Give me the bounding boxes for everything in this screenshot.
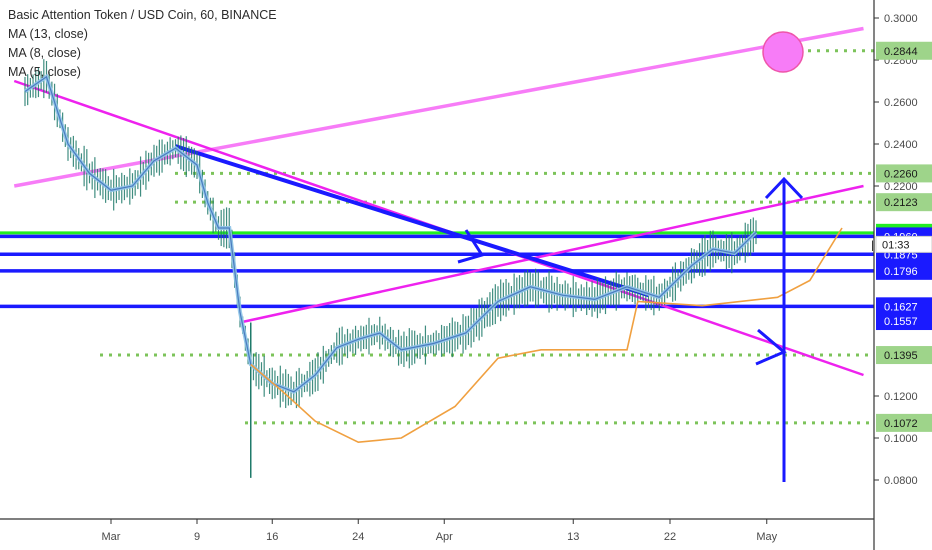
price-tag xyxy=(876,346,932,365)
price-tag xyxy=(876,164,932,183)
y-tick-label: 0.0800 xyxy=(884,475,918,487)
price-tag xyxy=(876,312,932,331)
price-line xyxy=(24,75,757,393)
price-tag-label: 0.1627 xyxy=(884,301,918,313)
legend-title: Basic Attention Token / USD Coin, 60, BI… xyxy=(8,8,277,22)
x-tick-label: 16 xyxy=(266,531,278,543)
x-tick-label: 22 xyxy=(664,531,676,543)
arrow-down-right-icon xyxy=(755,328,787,366)
x-tick-label: Mar xyxy=(102,531,121,543)
arrow-right-icon xyxy=(457,229,485,264)
x-tick-label: 24 xyxy=(352,531,364,543)
plot-area xyxy=(0,26,874,482)
price-tag-label: 0.2260 xyxy=(884,168,918,180)
price-tag-label: 0.1072 xyxy=(884,418,918,430)
y-tick-label: 0.2200 xyxy=(884,181,918,193)
arrow-up-icon xyxy=(764,176,804,200)
y-tick-label: 0.1000 xyxy=(884,433,918,445)
price-tag-label: 0.1395 xyxy=(884,350,918,362)
price-tag xyxy=(876,193,932,212)
target-circle xyxy=(762,31,804,73)
price-tag xyxy=(876,297,932,316)
x-tick-label: 13 xyxy=(567,531,579,543)
countdown-tag xyxy=(875,235,932,253)
y-tick-label: 0.3000 xyxy=(884,13,918,25)
legend-ma13: MA (13, close) xyxy=(8,27,88,41)
price-tag-label: 0.1557 xyxy=(884,316,918,328)
orange-ma-line xyxy=(250,227,843,444)
y-tick-label: 0.1200 xyxy=(884,391,918,403)
price-tag-label: 0.1796 xyxy=(884,266,918,278)
legend: Basic Attention Token / USD Coin, 60, BI… xyxy=(8,6,277,82)
price-tag-label: 0.2844 xyxy=(884,46,918,58)
x-tick-label: May xyxy=(756,531,777,543)
price-tag xyxy=(876,413,932,432)
countdown-label: 01:33 xyxy=(882,239,910,251)
price-tag-label: 0.2123 xyxy=(884,197,918,209)
x-tick-label: 9 xyxy=(194,531,200,543)
trendline xyxy=(174,144,650,298)
price-tag xyxy=(876,41,932,60)
y-tick-label: 0.2400 xyxy=(884,139,918,151)
price-tag xyxy=(876,261,932,280)
trendline xyxy=(239,184,864,324)
y-tick-label: 0.2600 xyxy=(884,97,918,109)
legend-ma5: MA (5, close) xyxy=(8,65,81,79)
x-tick-label: Apr xyxy=(436,531,453,543)
legend-ma8: MA (8, close) xyxy=(8,46,81,60)
countdown-marker: | xyxy=(871,239,874,251)
